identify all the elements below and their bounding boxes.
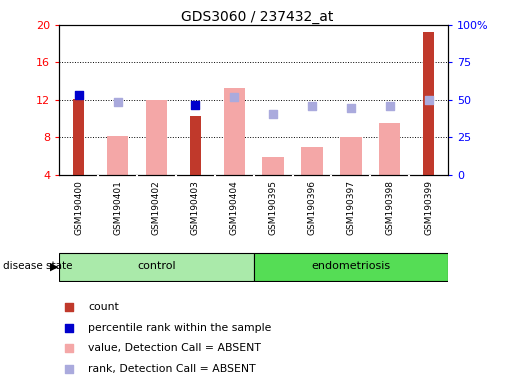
Text: GSM190403: GSM190403 [191, 180, 200, 235]
Bar [146, 100, 167, 175]
Text: GSM190404: GSM190404 [230, 180, 238, 235]
Point [191, 101, 199, 108]
Text: GSM190401: GSM190401 [113, 180, 122, 235]
Point [347, 105, 355, 111]
Bar [190, 116, 201, 175]
Point [386, 103, 394, 109]
Point [113, 99, 122, 105]
Point [65, 366, 73, 372]
Text: GSM190400: GSM190400 [74, 180, 83, 235]
Text: GSM190396: GSM190396 [307, 180, 316, 235]
Text: value, Detection Call = ABSENT: value, Detection Call = ABSENT [89, 343, 261, 353]
Bar [379, 123, 401, 175]
Point [65, 324, 73, 331]
Text: GSM190397: GSM190397 [347, 180, 355, 235]
Text: rank, Detection Call = ABSENT: rank, Detection Call = ABSENT [89, 364, 256, 374]
Point [269, 111, 277, 117]
Text: GSM190399: GSM190399 [424, 180, 433, 235]
Bar [423, 31, 434, 175]
Point [424, 97, 433, 103]
Text: GSM190398: GSM190398 [385, 180, 394, 235]
Bar [262, 157, 284, 175]
Point [230, 94, 238, 100]
Bar [224, 88, 245, 175]
Text: disease state: disease state [3, 261, 72, 271]
Text: GSM190395: GSM190395 [269, 180, 278, 235]
Text: GDS3060 / 237432_at: GDS3060 / 237432_at [181, 10, 334, 23]
Point [65, 304, 73, 310]
Text: GSM190402: GSM190402 [152, 180, 161, 235]
Text: count: count [89, 302, 119, 312]
Text: control: control [137, 261, 176, 271]
Bar [301, 147, 323, 175]
FancyBboxPatch shape [253, 253, 448, 281]
Bar [73, 99, 84, 175]
Text: ▶: ▶ [50, 261, 59, 271]
Text: percentile rank within the sample: percentile rank within the sample [89, 323, 272, 333]
Bar [107, 136, 128, 175]
Point [65, 345, 73, 351]
Text: endometriosis: endometriosis [311, 261, 390, 271]
FancyBboxPatch shape [59, 253, 253, 281]
Point [75, 92, 83, 98]
Bar [340, 137, 362, 175]
Point [308, 103, 316, 109]
